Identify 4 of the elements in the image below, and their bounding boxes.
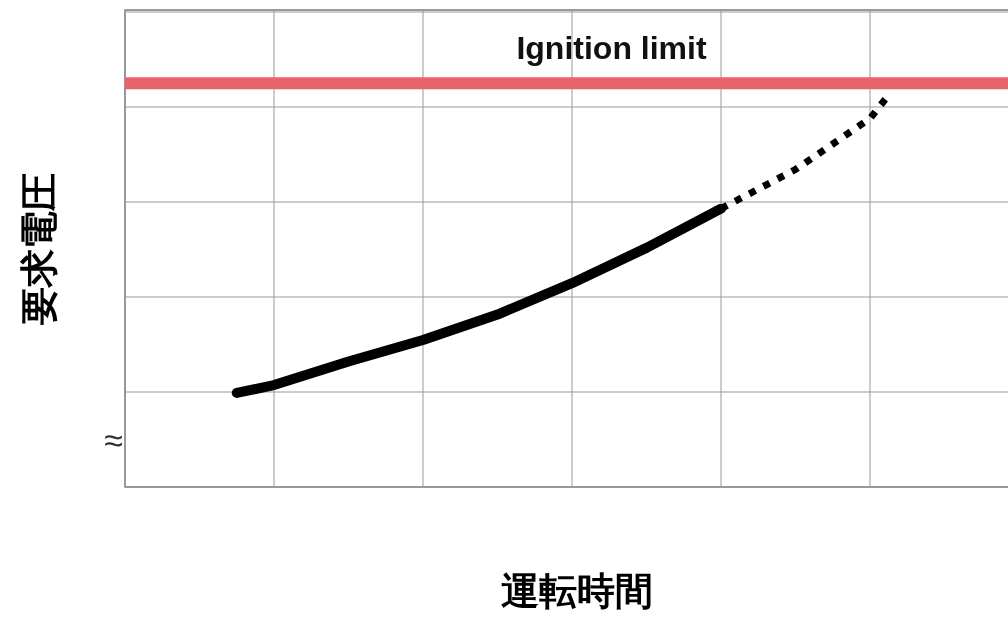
ref-line-label: Ignition limit [516,30,707,67]
y-axis-title: 要求電圧 [18,172,60,325]
text: ≈ [104,421,123,459]
x-axis-title: 運転時間 [500,570,653,612]
